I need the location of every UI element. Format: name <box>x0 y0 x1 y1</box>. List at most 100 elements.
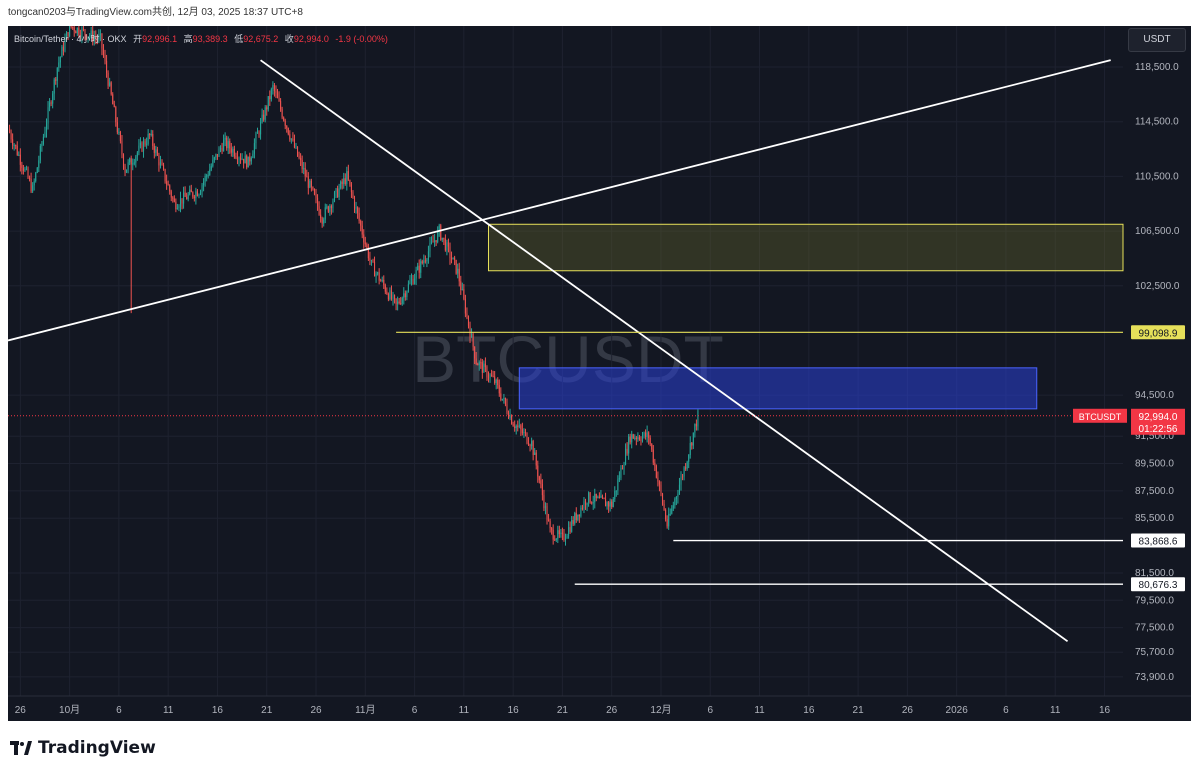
candle-body <box>326 206 328 208</box>
candle-body <box>586 502 588 506</box>
candle-body <box>606 502 608 507</box>
candle-body <box>146 143 148 145</box>
price-chart[interactable]: BTCUSDT 118,500.0 114,500.0 110,500.0 106,5… <box>8 26 1191 721</box>
candle-body <box>581 507 583 509</box>
candle-body <box>292 138 294 140</box>
candle-body <box>153 145 155 153</box>
candle-body <box>118 132 120 134</box>
currency-button[interactable]: USDT <box>1128 28 1186 52</box>
candle-body <box>79 34 81 37</box>
candle-body <box>129 158 131 163</box>
candle-body <box>417 265 419 271</box>
x-tick-label: 26 <box>310 705 322 716</box>
tradingview-logo[interactable]: TradingView <box>10 738 156 758</box>
candle-body <box>697 410 699 427</box>
candle-body <box>283 117 285 121</box>
candle-body <box>260 121 262 135</box>
candle-body <box>434 240 436 243</box>
candle-body <box>375 273 377 277</box>
candle-body <box>441 237 443 240</box>
candle-body <box>22 167 24 171</box>
y-tick-label: 73,900.0 <box>1135 672 1174 683</box>
candle-body <box>267 96 269 110</box>
tradingview-logo-text: TradingView <box>38 738 156 758</box>
legend-close-label: 收 <box>284 34 294 44</box>
candle-body <box>101 33 103 49</box>
candle-body <box>335 188 337 193</box>
legend-symbol: Bitcoin/Tether · 4小时 · OKX <box>14 34 127 44</box>
candle-body <box>358 212 360 221</box>
candle-body <box>366 244 368 248</box>
candle-body <box>380 280 382 282</box>
candles-layer <box>9 26 699 546</box>
candle-body <box>107 72 109 86</box>
candle-body <box>324 207 326 220</box>
candle-body <box>10 132 12 140</box>
candle-body <box>407 283 409 292</box>
x-tick-label: 2026 <box>946 705 969 716</box>
candle-body <box>454 257 456 260</box>
y-tick-label: 89,500.0 <box>1135 459 1174 470</box>
y-tick-label: 102,500.0 <box>1135 281 1180 292</box>
candle-body <box>112 94 114 105</box>
candle-body <box>646 432 648 437</box>
support-1-price-tag: 83,868.6 <box>1139 537 1178 548</box>
candle-body <box>56 67 58 81</box>
candle-body <box>243 158 245 164</box>
rising-trendline <box>8 59 1111 342</box>
candle-body <box>149 133 151 135</box>
candle-body <box>372 259 374 263</box>
candle-body <box>621 467 624 470</box>
candle-body <box>394 295 396 299</box>
candle-body <box>290 138 292 140</box>
candle-body <box>152 133 154 146</box>
candle-body <box>343 178 345 184</box>
candle-body <box>551 528 553 530</box>
candle-body <box>390 290 393 299</box>
candle-body <box>347 171 349 180</box>
candle-body <box>400 303 402 305</box>
candle-body <box>424 260 426 262</box>
candle-body <box>512 423 514 427</box>
candle-body <box>386 291 388 294</box>
candle-body <box>406 291 408 297</box>
candle-body <box>364 242 366 245</box>
x-tick-label: 12月 <box>650 704 671 716</box>
candle-body <box>591 502 593 504</box>
support-2-price-tag-bg <box>1131 577 1185 592</box>
candle-body <box>192 192 194 197</box>
chart-area[interactable]: BTCUSDT 118,500.0 114,500.0 110,500.0 106,5… <box>8 26 1191 721</box>
candle-body <box>238 158 240 160</box>
candle-body <box>38 160 40 168</box>
candle-body <box>64 39 66 51</box>
candle-body <box>381 279 383 281</box>
legend-open: 92,996.1 <box>142 34 178 44</box>
candle-body <box>641 436 644 441</box>
candle-body <box>209 169 211 176</box>
candle-body <box>219 148 222 150</box>
candle-body <box>514 426 516 429</box>
candle-body <box>626 448 628 454</box>
candle-body <box>58 62 60 68</box>
candle-body <box>221 148 223 152</box>
candle-body <box>173 198 175 202</box>
candle-body <box>672 505 674 509</box>
candle-body <box>685 467 687 469</box>
candle-body <box>301 160 303 170</box>
candle-body <box>193 196 195 199</box>
candle-body <box>195 191 197 199</box>
tradingview-logo-icon <box>10 741 32 755</box>
footer: TradingView <box>0 722 1199 775</box>
candle-body <box>121 141 123 155</box>
candle-body <box>172 197 174 199</box>
candle-body <box>429 242 431 252</box>
candle-body <box>317 197 319 207</box>
candle-body <box>615 490 617 492</box>
candle-body <box>663 503 665 510</box>
candle-body <box>158 155 160 166</box>
candle-body <box>263 114 265 120</box>
candle-body <box>341 181 343 184</box>
candle-body <box>190 189 192 193</box>
candle-body <box>635 437 637 440</box>
candle-body <box>414 278 416 284</box>
